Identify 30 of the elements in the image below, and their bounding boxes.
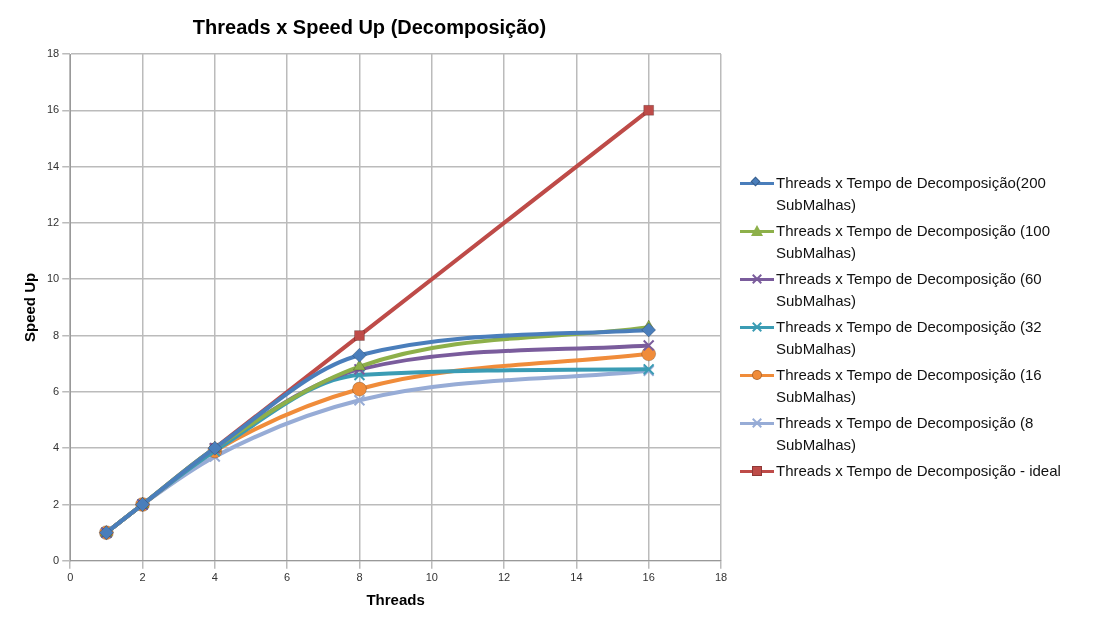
x-axis-title: Threads — [366, 591, 425, 609]
y-tick-label: 6 — [53, 384, 60, 397]
x-tick-label: 16 — [642, 571, 655, 584]
legend-label: Threads x Tempo de Decomposição (8 SubMalhas) — [776, 413, 1035, 455]
x-tick-label: 14 — [570, 571, 583, 584]
y-axis-title: Speed Up — [21, 272, 39, 342]
x-tick-label: 12 — [497, 571, 511, 584]
chart-title: Threads x Speed Up (Decomposição) — [192, 15, 547, 38]
y-tick-label: 0 — [53, 553, 60, 566]
legend-label: Threads x Tempo de Decomposição (16 SubMalhas) — [776, 365, 1043, 407]
y-tick-label: 10 — [46, 272, 60, 285]
legend-label: Threads x Tempo de Decomposição(200 SubMalhas) — [776, 173, 1047, 215]
x-tick-label: 2 — [139, 571, 146, 584]
x-tick-label: 0 — [67, 571, 74, 584]
y-tick-label: 16 — [46, 103, 60, 116]
x-tick-label: 4 — [211, 571, 218, 584]
legend-label: Threads x Tempo de Decomposição (32 SubMalhas) — [776, 317, 1043, 359]
legend-label: Threads x Tempo de Decomposição (60 SubMalhas) — [776, 269, 1043, 311]
y-tick-label: 18 — [46, 47, 60, 60]
x-tick-label: 18 — [714, 571, 728, 584]
legend-label: Threads x Tempo de Decomposição (100 SubMalhas) — [776, 221, 1052, 263]
x-tick-label: 10 — [425, 571, 438, 584]
y-tick-label: 14 — [46, 159, 60, 172]
y-tick-label: 12 — [46, 215, 60, 228]
x-tick-label: 6 — [284, 571, 291, 584]
y-tick-label: 8 — [53, 328, 60, 341]
legend-label: Threads x Tempo de Decomposição - ideal — [776, 461, 1062, 481]
y-tick-label: 4 — [53, 441, 60, 454]
x-tick-label: 8 — [356, 571, 363, 584]
y-tick-label: 2 — [53, 497, 60, 510]
